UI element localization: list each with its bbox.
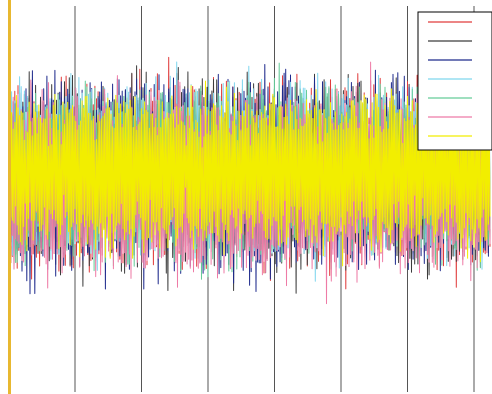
legend [417,11,492,151]
series-line-7 [9,80,491,267]
legend-box [417,11,492,151]
series-layer [9,56,491,305]
